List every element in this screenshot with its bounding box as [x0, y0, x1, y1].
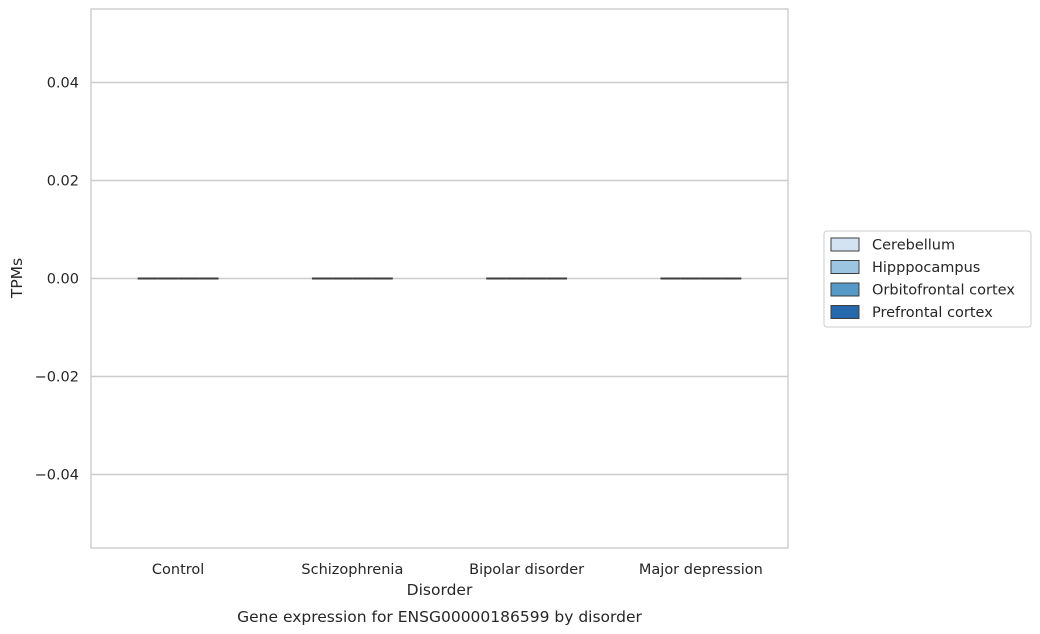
y-tick-label: 0.04 [47, 76, 79, 92]
legend-label: Prefrontal cortex [872, 305, 993, 321]
y-axis-title: TPMs [8, 258, 26, 299]
x-tick-label: Control [152, 562, 204, 578]
x-tick-label: Major depression [639, 562, 763, 578]
legend-swatch [830, 237, 860, 252]
y-tick-label: 0.00 [47, 272, 79, 288]
y-tick-label: −0.04 [35, 468, 79, 484]
legend-label: Orbitofrontal cortex [872, 283, 1015, 299]
legend-swatch [830, 260, 860, 274]
x-axis-ticks: Control Schizophrenia Bipolar disorder Majo… [152, 562, 763, 578]
x-axis-title: Disorder [407, 581, 473, 599]
x-tick-label: Bipolar disorder [469, 562, 584, 578]
legend-swatch [830, 282, 860, 297]
chart-title: Gene expression for ENSG00000186599 by d… [237, 608, 642, 626]
y-tick-label: −0.02 [35, 370, 79, 386]
x-tick-label: Schizophrenia [301, 562, 403, 578]
legend-label: Hipppocampus [872, 260, 980, 276]
legend-swatch [830, 305, 860, 319]
legend: Cerebellum Hipppocampus Orbitofrontal cort… [823, 230, 1032, 328]
legend-frame [823, 230, 1032, 328]
plot-area [90, 8, 789, 549]
y-tick-label: 0.02 [47, 174, 79, 190]
y-axis-ticks: −0.04 −0.02 0.00 0.02 0.04 [35, 76, 79, 484]
legend-label: Cerebellum [872, 238, 955, 254]
